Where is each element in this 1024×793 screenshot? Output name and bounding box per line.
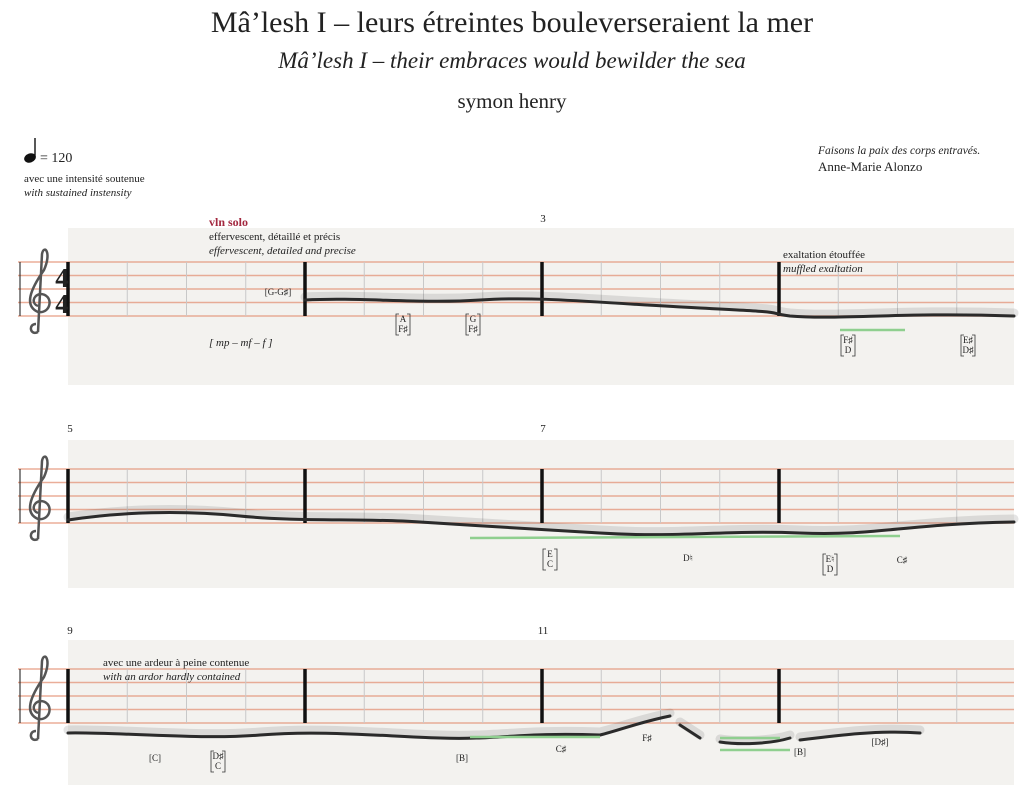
time-numerator: 4 [55, 263, 69, 293]
treble-clef [28, 455, 51, 542]
epigraph-author: Anne-Marie Alonzo [818, 159, 922, 174]
note-bracket [822, 553, 838, 576]
note-top: E [547, 549, 553, 559]
green-line [469, 534, 901, 540]
ink-gesture [66, 714, 922, 746]
note-bracket [465, 313, 481, 336]
note-label: [C] [149, 753, 161, 763]
note-bottom: C [547, 559, 553, 569]
note-bracket [960, 334, 976, 357]
note-label: [G-G♯] [265, 287, 292, 297]
measure-number: 9 [67, 625, 73, 637]
note-bottom: D [827, 564, 834, 574]
tempo-note [24, 153, 36, 163]
treble-clef [28, 655, 51, 742]
ink-gesture [66, 511, 1016, 537]
composer: symon henry [457, 89, 567, 113]
note-top: D♯ [213, 751, 224, 761]
measure-number: 5 [67, 423, 73, 435]
epigraph-quote: Faisons la paix des corps entravés. [817, 145, 980, 157]
measure-number: 7 [540, 423, 546, 435]
dynamics: [ mp – mf – f ] [209, 337, 273, 349]
title: Mâ’lesh I – leurs étreintes bouleversera… [211, 6, 813, 39]
note-bracket [542, 548, 558, 571]
note-bottom: F♯ [468, 324, 478, 334]
ink-gesture [303, 297, 1016, 319]
systems: [G-G♯]AF♯GF♯F♯DE♯D♯ECD♮ E♮DC♯[C] D♯C[B]C♯F… [18, 228, 1019, 785]
note-label: C♯ [897, 555, 908, 565]
note-bracket [210, 750, 226, 773]
annotation: exaltation étouffée [783, 249, 865, 261]
note-bracket [840, 334, 856, 357]
tempo-marking: = 120 [40, 151, 72, 166]
measure-number: 3 [540, 213, 546, 225]
annotation: effervescent, detailed and precise [209, 245, 356, 257]
note-label: C♯ [556, 744, 567, 754]
instrument: vln solo [209, 215, 248, 229]
ink-texture [300, 291, 1019, 319]
tempo-en: with sustained instensity [24, 187, 132, 199]
note-bracket [395, 313, 411, 336]
note-top: F♯ [843, 335, 853, 345]
annotation: avec une ardeur à peine contenue [103, 657, 249, 669]
note-label: [D♯] [872, 737, 889, 747]
annotation: effervescent, détaillé et précis [209, 231, 340, 243]
annotation: muffled exaltation [783, 263, 863, 275]
measure-number: 11 [538, 625, 549, 637]
ink-texture [63, 505, 1019, 537]
note-label: F♯ [642, 733, 652, 743]
note-label: [B] [794, 747, 806, 757]
note-top: E♮ [826, 554, 835, 564]
note-top: G [470, 314, 477, 324]
tempo-fr: avec une intensité soutenue [24, 173, 145, 185]
time-denominator: 4 [55, 289, 69, 319]
note-label: [B] [456, 753, 468, 763]
annotation: with an ardor hardly contained [103, 671, 241, 683]
note-bottom: D♯ [963, 345, 974, 355]
ink-texture [63, 708, 925, 746]
note-label: D♮ [683, 553, 693, 563]
subtitle: Mâ’lesh I – their embraces would bewilde… [277, 48, 746, 73]
note-top: A [400, 314, 407, 324]
note-bottom: F♯ [398, 324, 408, 334]
note-bottom: C [215, 761, 221, 771]
treble-clef [28, 248, 51, 335]
note-top: E♯ [963, 335, 973, 345]
note-bottom: D [845, 345, 852, 355]
